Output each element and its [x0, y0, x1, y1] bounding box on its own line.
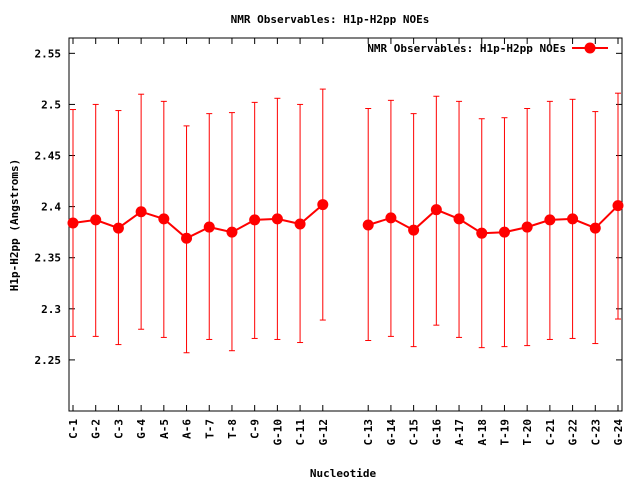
x-tick-label: C-3 — [112, 419, 125, 439]
data-point — [408, 224, 420, 236]
series-lines — [72, 203, 619, 240]
series-line — [72, 203, 324, 240]
data-point — [67, 217, 79, 229]
series-points — [67, 199, 624, 244]
data-point — [362, 219, 374, 231]
data-point — [203, 221, 215, 233]
data-point — [317, 199, 329, 211]
y-tick-label: 2.55 — [35, 47, 62, 60]
x-tick-label: C-21 — [544, 419, 557, 446]
legend-label: NMR Observables: H1p-H2pp NOEs — [367, 42, 566, 55]
data-point — [112, 222, 124, 234]
data-point — [249, 214, 261, 226]
y-tick-label: 2.25 — [35, 354, 62, 367]
data-point — [521, 221, 533, 233]
y-axis: 2.25 2.3 2.35 2.4 2.45 2.5 2.55 — [35, 47, 622, 367]
x-tick-label: G-12 — [317, 419, 330, 446]
x-tick-label: C-13 — [362, 419, 375, 446]
data-point — [589, 222, 601, 234]
x-tick-label: C-11 — [294, 419, 307, 446]
x-tick-label: G-2 — [90, 419, 103, 439]
data-point — [294, 218, 306, 230]
x-axis-label: Nucleotide — [310, 467, 377, 480]
data-point — [544, 214, 556, 226]
data-point — [498, 226, 510, 238]
y-tick-label: 2.5 — [41, 98, 61, 111]
x-axis: C-1 G-2 C-3 G-4 A-5 A-6 T-7 T-8 C-9 G-10 C-11 G-12 C… — [67, 38, 625, 446]
data-point — [430, 204, 442, 216]
error-bars — [70, 88, 621, 354]
x-tick-label: A-18 — [476, 419, 489, 446]
data-point — [453, 213, 465, 225]
x-tick-label: T-19 — [498, 419, 511, 446]
chart-title: NMR Observables: H1p-H2pp NOEs — [231, 13, 430, 26]
x-tick-label: G-16 — [430, 419, 443, 446]
x-tick-label: T-7 — [203, 419, 216, 439]
legend-marker — [584, 42, 596, 54]
plot-frame — [68, 37, 623, 412]
data-point — [271, 213, 283, 225]
data-point — [158, 213, 170, 225]
x-tick-label: G-24 — [612, 419, 625, 446]
data-point — [90, 214, 102, 226]
x-tick-label: G-22 — [567, 419, 580, 446]
series-line — [367, 204, 619, 235]
x-tick-label: C-9 — [249, 419, 262, 439]
data-point — [567, 213, 579, 225]
data-point — [181, 232, 193, 244]
x-tick-label: A-5 — [158, 419, 171, 439]
x-tick-label: T-20 — [521, 419, 534, 446]
x-tick-label: G-14 — [385, 419, 398, 446]
data-point — [612, 200, 624, 212]
x-tick-label: G-4 — [135, 419, 148, 439]
y-tick-label: 2.4 — [41, 201, 61, 214]
x-tick-label: A-6 — [181, 419, 194, 439]
x-tick-label: C-23 — [589, 419, 602, 446]
x-tick-label: A-17 — [453, 419, 466, 446]
y-tick-label: 2.35 — [35, 252, 62, 265]
data-point — [135, 206, 147, 218]
x-tick-label: C-15 — [408, 419, 421, 446]
y-tick-label: 2.45 — [35, 150, 62, 163]
data-point — [476, 227, 488, 239]
data-point — [385, 212, 397, 224]
x-tick-label: G-10 — [271, 419, 284, 446]
y-axis-label: H1p-H2pp (Angstroms) — [8, 159, 21, 291]
data-point — [226, 226, 238, 238]
x-tick-label: C-1 — [67, 419, 80, 439]
x-tick-label: T-8 — [226, 419, 239, 439]
legend: NMR Observables: H1p-H2pp NOEs — [367, 42, 608, 55]
y-tick-label: 2.3 — [41, 303, 61, 316]
